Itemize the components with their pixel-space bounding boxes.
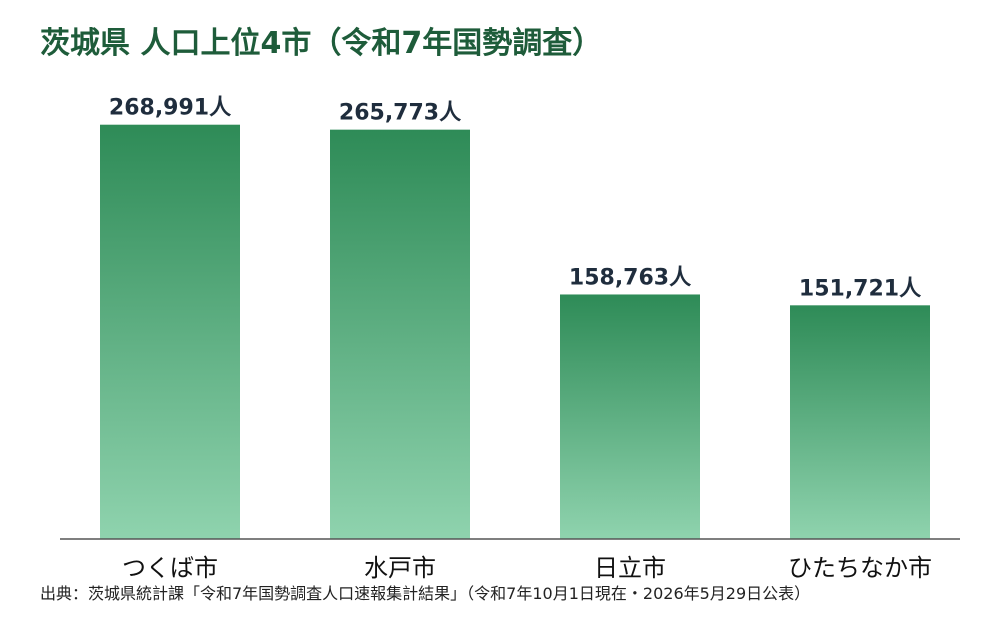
bar-0 (100, 124, 240, 539)
category-label-1: 水戸市 (364, 554, 436, 582)
bar-3 (790, 305, 930, 539)
category-label-3: ひたちなか市 (788, 554, 932, 582)
value-label-3: 151,721人 (799, 276, 921, 301)
value-label-0: 268,991人 (109, 96, 231, 121)
chart-title: 茨城県 人口上位4市（令和7年国勢調査） (40, 26, 603, 61)
value-label-2: 158,763人 (569, 265, 691, 290)
source-note: 出典：茨城県統計課「令和7年国勢調査人口速報集計結果」（令和7年10月1日現在・… (40, 584, 811, 603)
category-label-2: 日立市 (594, 554, 666, 582)
value-label-1: 265,773人 (339, 101, 461, 126)
bar-2 (560, 294, 700, 539)
category-label-0: つくば市 (122, 554, 218, 582)
bar-1 (330, 129, 470, 539)
